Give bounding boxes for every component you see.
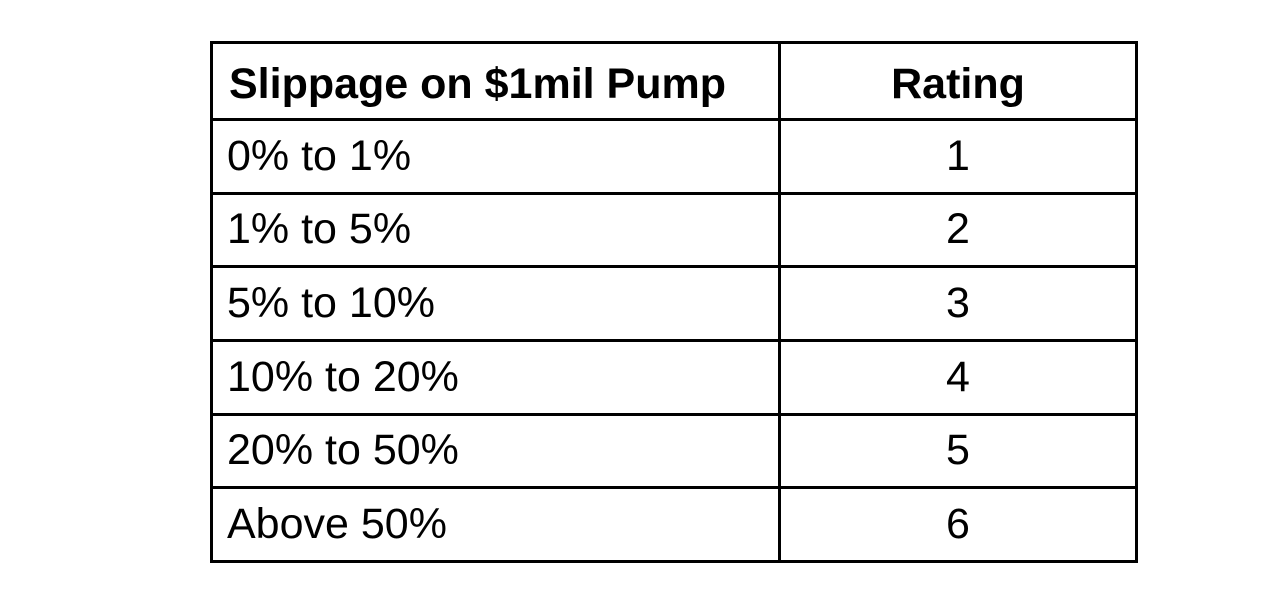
slippage-cell: 5% to 10% xyxy=(210,265,781,342)
table-row: Above 50% 6 xyxy=(210,486,1138,563)
rating-cell: 1 xyxy=(778,118,1138,195)
header-rating: Rating xyxy=(778,41,1138,121)
table-row: 5% to 10% 3 xyxy=(210,265,1138,342)
table-row: 1% to 5% 2 xyxy=(210,191,1138,269)
slippage-cell: 10% to 20% xyxy=(210,338,781,416)
slippage-rating-table: Slippage on $1mil Pump Rating 0% to 1% 1… xyxy=(210,41,1138,563)
table-header-row: Slippage on $1mil Pump Rating xyxy=(210,41,1138,121)
rating-cell: 4 xyxy=(778,338,1138,416)
slippage-cell: 20% to 50% xyxy=(210,412,781,490)
slippage-cell: 0% to 1% xyxy=(210,118,781,195)
table-row: 20% to 50% 5 xyxy=(210,412,1138,490)
slippage-cell: 1% to 5% xyxy=(210,191,781,269)
rating-cell: 3 xyxy=(778,265,1138,342)
table-row: 0% to 1% 1 xyxy=(210,118,1138,195)
slippage-rating-table-container: Slippage on $1mil Pump Rating 0% to 1% 1… xyxy=(210,41,1138,563)
rating-cell: 6 xyxy=(778,486,1138,563)
slippage-cell: Above 50% xyxy=(210,486,781,563)
table-row: 10% to 20% 4 xyxy=(210,338,1138,416)
header-slippage: Slippage on $1mil Pump xyxy=(210,41,781,121)
rating-cell: 5 xyxy=(778,412,1138,490)
rating-cell: 2 xyxy=(778,191,1138,269)
